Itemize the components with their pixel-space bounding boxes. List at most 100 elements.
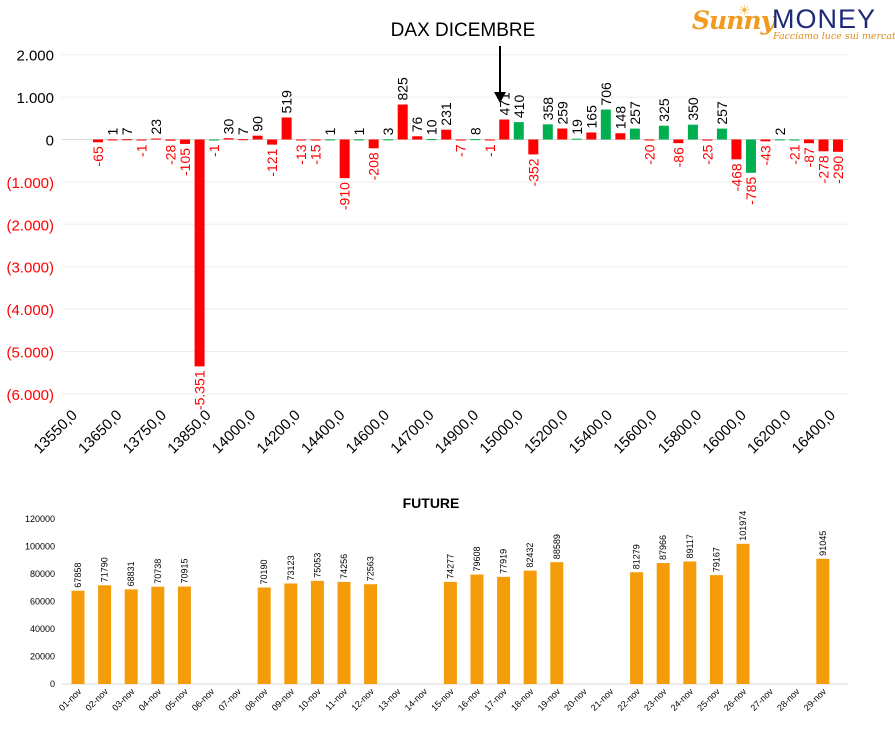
dax-data-label: 325 — [656, 98, 672, 122]
future-bar — [98, 585, 112, 684]
future-data-label: 77919 — [499, 549, 509, 574]
dax-data-label: 1 — [105, 127, 121, 135]
future-x-tick-label: 19-nov — [536, 686, 563, 713]
dax-data-label: -20 — [641, 144, 657, 164]
dax-data-label: 7 — [119, 127, 135, 135]
dax-data-label: -105 — [177, 148, 193, 176]
y-tick-label: 2.000 — [16, 48, 54, 65]
future-bar — [284, 583, 298, 684]
dax-data-label: -28 — [163, 144, 179, 164]
dax-bar — [571, 138, 582, 140]
dax-bar — [426, 139, 437, 141]
dax-bar — [354, 139, 365, 141]
dax-bar — [673, 139, 684, 144]
x-tick-label: 15400,0 — [566, 407, 616, 457]
future-x-tick-label: 06-nov — [190, 686, 217, 713]
future-data-label: 101974 — [738, 511, 748, 541]
sun-icon: ☀ — [738, 2, 751, 18]
dax-data-label: 257 — [627, 101, 643, 125]
brand-logo: ☀ Sunny MONEY Facciamo luce sui mercati — [690, 2, 895, 44]
dax-bar — [209, 139, 220, 141]
x-tick-label: 13650,0 — [75, 407, 125, 457]
dax-data-label: 7 — [235, 127, 251, 135]
future-x-tick-label: 02-nov — [83, 686, 110, 713]
future-data-label: 81279 — [632, 544, 642, 569]
dax-bar — [499, 119, 510, 140]
future-x-tick-label: 28-nov — [775, 686, 802, 713]
dax-bar — [252, 135, 263, 140]
dax-bar — [223, 138, 234, 140]
future-data-label: 74277 — [445, 554, 455, 579]
dax-bar — [238, 139, 249, 141]
y-tick-label: 0 — [46, 133, 54, 150]
dax-data-label: -25 — [699, 144, 715, 164]
dax-data-label: 19 — [569, 119, 585, 135]
future-x-tick-label: 22-nov — [615, 686, 642, 713]
future-bar — [736, 543, 750, 684]
future-x-tick-label: 10-nov — [296, 686, 323, 713]
logo-money-text: MONEY — [772, 4, 877, 34]
dax-data-label: 90 — [250, 116, 266, 132]
dax-bar — [528, 139, 539, 155]
future-x-tick-label: 23-nov — [642, 686, 669, 713]
future-data-label: 79608 — [472, 547, 482, 572]
x-tick-label: 13850,0 — [164, 407, 214, 457]
logo-tagline: Facciamo luce sui mercati — [773, 31, 895, 42]
dax-data-label: 350 — [685, 97, 701, 121]
future-x-tick-label: 14-nov — [403, 686, 430, 713]
dax-bar — [818, 139, 829, 152]
dax-data-label: -352 — [525, 158, 541, 186]
future-x-tick-label: 18-nov — [509, 686, 536, 713]
dax-bar — [281, 117, 292, 140]
dax-data-label: 1 — [351, 127, 367, 135]
future-data-label: 75053 — [312, 553, 322, 578]
dax-bar — [789, 139, 800, 141]
future-x-tick-label: 04-nov — [137, 686, 164, 713]
dax-data-label: 1 — [322, 127, 338, 135]
dax-bar — [542, 124, 553, 140]
future-x-tick-label: 13-nov — [376, 686, 403, 713]
future-data-label: 70915 — [179, 558, 189, 583]
dax-data-label: -86 — [670, 147, 686, 167]
dax-bar — [122, 139, 133, 141]
dax-data-label: 3 — [380, 127, 396, 135]
future-bar — [151, 586, 165, 684]
dax-data-label: 23 — [148, 119, 164, 135]
dax-bar — [383, 139, 394, 141]
dax-data-label: -785 — [743, 177, 759, 205]
dax-data-label: 257 — [714, 101, 730, 125]
future-x-tick-label: 03-nov — [110, 686, 137, 713]
dax-data-label: 165 — [583, 105, 599, 129]
future-bar — [364, 584, 378, 684]
x-tick-label: 13750,0 — [120, 407, 170, 457]
dax-data-label: 10 — [424, 119, 440, 135]
future-x-tick-label: 15-nov — [429, 686, 456, 713]
future-data-label: 71790 — [100, 557, 110, 582]
future-y-tick-label: 60000 — [30, 597, 55, 607]
future-data-label: 89117 — [685, 534, 695, 558]
dax-data-label: -5.351 — [192, 370, 208, 410]
y-tick-label: (3.000) — [6, 260, 54, 277]
future-y-tick-label: 80000 — [30, 569, 55, 579]
dax-bar — [441, 129, 452, 140]
future-y-tick-label: 120000 — [25, 514, 55, 524]
y-tick-label: (4.000) — [6, 302, 54, 319]
y-tick-label: 1.000 — [16, 90, 54, 107]
x-tick-label: 14000,0 — [209, 407, 259, 457]
future-bar — [337, 581, 351, 684]
dax-data-label: 30 — [221, 118, 237, 134]
dax-data-label: -1 — [134, 144, 150, 157]
dax-bar — [600, 109, 611, 140]
future-chart-title: FUTURE — [403, 495, 460, 511]
future-bar — [550, 562, 564, 684]
dax-bar — [629, 128, 640, 140]
dax-bar — [397, 104, 408, 140]
future-bar — [177, 586, 191, 684]
future-x-tick-label: 01-nov — [57, 686, 84, 713]
dax-data-label: -87 — [801, 147, 817, 167]
x-tick-label: 13550,0 — [30, 407, 80, 457]
dax-bar — [760, 139, 771, 142]
future-data-label: 88589 — [552, 534, 562, 559]
dax-data-label: -21 — [786, 144, 802, 164]
chart-title: DAX DICEMBRE — [391, 20, 536, 41]
